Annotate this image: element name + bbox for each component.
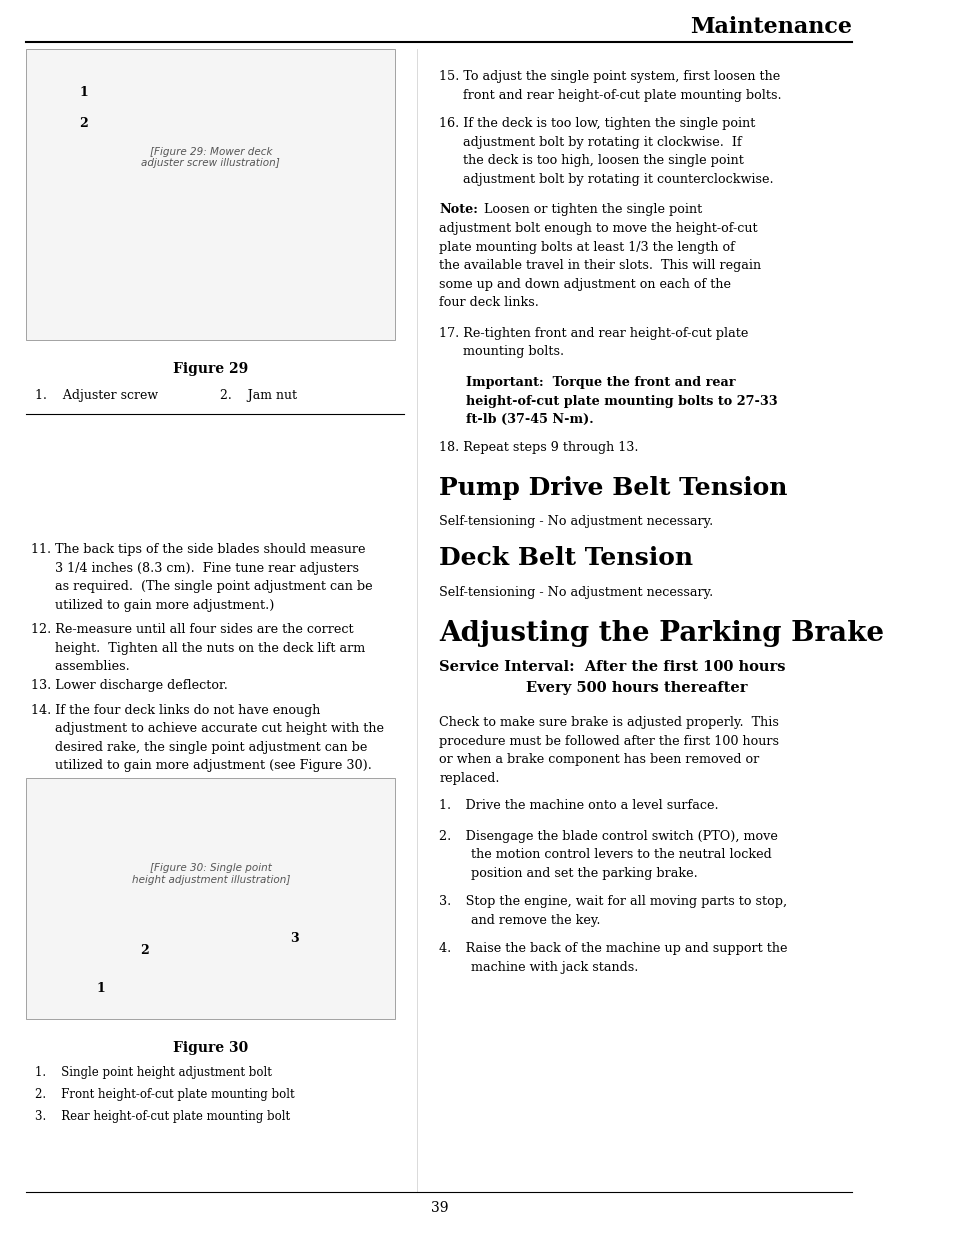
Text: or when a brake component has been removed or: or when a brake component has been remov… bbox=[438, 753, 759, 766]
Text: Figure 30: Figure 30 bbox=[173, 1041, 248, 1055]
Text: 1.   Drive the machine onto a level surface.: 1. Drive the machine onto a level surfac… bbox=[438, 799, 719, 811]
Text: 1: 1 bbox=[96, 982, 105, 994]
Text: plate mounting bolts at least 1/3 the length of: plate mounting bolts at least 1/3 the le… bbox=[438, 241, 735, 253]
Text: 4.   Raise the back of the machine up and support the: 4. Raise the back of the machine up and … bbox=[438, 942, 787, 955]
Text: 1.    Single point height adjustment bolt: 1. Single point height adjustment bolt bbox=[35, 1066, 272, 1079]
Text: adjustment to achieve accurate cut height with the: adjustment to achieve accurate cut heigh… bbox=[30, 722, 383, 735]
Text: height.  Tighten all the nuts on the deck lift arm: height. Tighten all the nuts on the deck… bbox=[30, 642, 365, 655]
Text: Self-tensioning - No adjustment necessary.: Self-tensioning - No adjustment necessar… bbox=[438, 515, 713, 527]
FancyBboxPatch shape bbox=[27, 49, 395, 340]
Text: 16. If the deck is too low, tighten the single point: 16. If the deck is too low, tighten the … bbox=[438, 117, 755, 130]
Text: height-of-cut plate mounting bolts to 27-33: height-of-cut plate mounting bolts to 27… bbox=[438, 395, 777, 408]
Text: 3: 3 bbox=[290, 932, 298, 945]
FancyBboxPatch shape bbox=[27, 778, 395, 1019]
Text: the motion control levers to the neutral locked: the motion control levers to the neutral… bbox=[438, 848, 771, 861]
Text: 14. If the four deck links do not have enough: 14. If the four deck links do not have e… bbox=[30, 704, 320, 716]
Text: 2.   Disengage the blade control switch (PTO), move: 2. Disengage the blade control switch (P… bbox=[438, 830, 778, 842]
Text: Maintenance: Maintenance bbox=[689, 16, 851, 38]
Text: Figure 29: Figure 29 bbox=[173, 362, 248, 375]
Text: mounting bolts.: mounting bolts. bbox=[438, 346, 564, 358]
Text: 2: 2 bbox=[140, 945, 150, 957]
Text: 2.    Jam nut: 2. Jam nut bbox=[219, 389, 296, 403]
Text: procedure must be followed after the first 100 hours: procedure must be followed after the fir… bbox=[438, 735, 779, 747]
Text: 17. Re-tighten front and rear height-of-cut plate: 17. Re-tighten front and rear height-of-… bbox=[438, 327, 748, 340]
Text: assemblies.: assemblies. bbox=[30, 661, 130, 673]
Text: Service Interval:  After the first 100 hours: Service Interval: After the first 100 ho… bbox=[438, 659, 785, 674]
Text: 12. Re-measure until all four sides are the correct: 12. Re-measure until all four sides are … bbox=[30, 624, 353, 636]
Text: replaced.: replaced. bbox=[438, 772, 499, 784]
Text: adjustment bolt by rotating it counterclockwise.: adjustment bolt by rotating it countercl… bbox=[438, 173, 773, 185]
Text: 13. Lower discharge deflector.: 13. Lower discharge deflector. bbox=[30, 679, 228, 692]
Text: Self-tensioning - No adjustment necessary.: Self-tensioning - No adjustment necessar… bbox=[438, 587, 713, 599]
Text: 18. Repeat steps 9 through 13.: 18. Repeat steps 9 through 13. bbox=[438, 441, 639, 453]
Text: 1: 1 bbox=[79, 86, 88, 100]
Text: four deck links.: four deck links. bbox=[438, 296, 538, 309]
Text: front and rear height-of-cut plate mounting bolts.: front and rear height-of-cut plate mount… bbox=[438, 89, 781, 101]
Text: some up and down adjustment on each of the: some up and down adjustment on each of t… bbox=[438, 278, 731, 290]
Text: ft-lb (37-45 N-m).: ft-lb (37-45 N-m). bbox=[438, 414, 594, 426]
Text: Every 500 hours thereafter: Every 500 hours thereafter bbox=[526, 680, 747, 695]
Text: utilized to gain more adjustment.): utilized to gain more adjustment.) bbox=[30, 599, 274, 611]
Text: 3 1/4 inches (8.3 cm).  Fine tune rear adjusters: 3 1/4 inches (8.3 cm). Fine tune rear ad… bbox=[30, 562, 358, 574]
Text: position and set the parking brake.: position and set the parking brake. bbox=[438, 867, 698, 879]
Text: 3.    Rear height-of-cut plate mounting bolt: 3. Rear height-of-cut plate mounting bol… bbox=[35, 1110, 290, 1124]
Text: 1.    Adjuster screw: 1. Adjuster screw bbox=[35, 389, 158, 403]
Text: Deck Belt Tension: Deck Belt Tension bbox=[438, 546, 693, 571]
Text: Note:: Note: bbox=[438, 204, 477, 216]
Text: the available travel in their slots.  This will regain: the available travel in their slots. Thi… bbox=[438, 259, 760, 272]
Text: adjustment bolt by rotating it clockwise.  If: adjustment bolt by rotating it clockwise… bbox=[438, 136, 741, 148]
Text: adjustment bolt enough to move the height-of-cut: adjustment bolt enough to move the heigh… bbox=[438, 222, 757, 235]
Text: Pump Drive Belt Tension: Pump Drive Belt Tension bbox=[438, 475, 787, 500]
Text: Loosen or tighten the single point: Loosen or tighten the single point bbox=[472, 204, 701, 216]
Text: 3.   Stop the engine, wait for all moving parts to stop,: 3. Stop the engine, wait for all moving … bbox=[438, 895, 786, 908]
Text: 2.    Front height-of-cut plate mounting bolt: 2. Front height-of-cut plate mounting bo… bbox=[35, 1088, 294, 1102]
Text: [Figure 29: Mower deck
adjuster screw illustration]: [Figure 29: Mower deck adjuster screw il… bbox=[141, 147, 280, 168]
Text: as required.  (The single point adjustment can be: as required. (The single point adjustmen… bbox=[30, 580, 372, 593]
Text: 39: 39 bbox=[430, 1200, 448, 1215]
Text: desired rake, the single point adjustment can be: desired rake, the single point adjustmen… bbox=[30, 741, 367, 753]
Text: Adjusting the Parking Brake: Adjusting the Parking Brake bbox=[438, 620, 883, 647]
Text: the deck is too high, loosen the single point: the deck is too high, loosen the single … bbox=[438, 154, 743, 167]
Text: Important:  Torque the front and rear: Important: Torque the front and rear bbox=[438, 377, 735, 389]
Text: 2: 2 bbox=[79, 117, 88, 131]
Text: 11. The back tips of the side blades should measure: 11. The back tips of the side blades sho… bbox=[30, 543, 365, 556]
Text: Check to make sure brake is adjusted properly.  This: Check to make sure brake is adjusted pro… bbox=[438, 716, 779, 729]
Text: machine with jack stands.: machine with jack stands. bbox=[438, 961, 638, 973]
Text: [Figure 30: Single point
height adjustment illustration]: [Figure 30: Single point height adjustme… bbox=[132, 863, 290, 884]
Text: utilized to gain more adjustment (see Figure 30).: utilized to gain more adjustment (see Fi… bbox=[30, 760, 372, 772]
Text: and remove the key.: and remove the key. bbox=[438, 914, 600, 926]
Text: 15. To adjust the single point system, first loosen the: 15. To adjust the single point system, f… bbox=[438, 70, 780, 83]
